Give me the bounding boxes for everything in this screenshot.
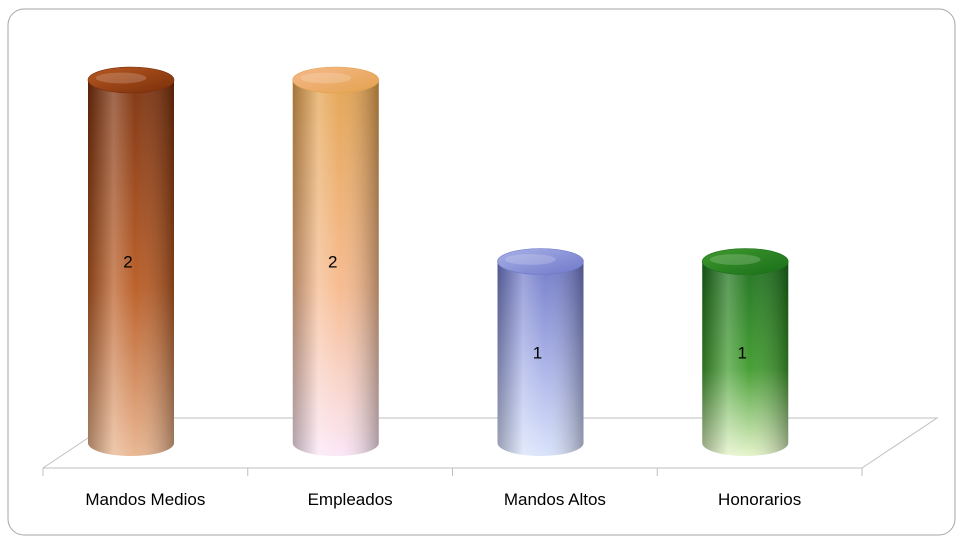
bar-top-cap: [497, 248, 584, 275]
bar-top-highlight: [95, 72, 147, 84]
data-label: 2: [123, 253, 132, 272]
x-tick-label: Empleados: [308, 490, 393, 509]
bar-shading: [702, 261, 789, 456]
bar-top-cap: [87, 66, 175, 94]
x-tick-label: Honorarios: [718, 490, 801, 509]
data-label: 2: [328, 253, 337, 272]
bar-empleados: [292, 66, 380, 456]
bar-top-highlight: [505, 254, 556, 265]
bar-honorarios: [701, 248, 789, 456]
x-tick-label: Mandos Altos: [504, 490, 606, 509]
bar-top-cap: [292, 66, 380, 94]
bar-shading: [497, 261, 584, 456]
data-label: 1: [738, 343, 747, 362]
data-label: 1: [533, 343, 542, 362]
bar-mandos-medios: [87, 66, 175, 456]
bar-shading: [292, 80, 379, 456]
x-tick-label: Mandos Medios: [85, 490, 205, 509]
chart-bars: [87, 66, 789, 456]
bar-mandos-altos: [497, 248, 584, 456]
chart-labels: 2 Mandos Medios 2 Empleados 1 Mandos Altos 1 Ho…: [85, 253, 801, 510]
bar-shading: [88, 80, 174, 456]
bar-top-cap: [701, 248, 789, 275]
bar-top-highlight: [300, 72, 352, 84]
bar-top-highlight: [709, 254, 761, 265]
